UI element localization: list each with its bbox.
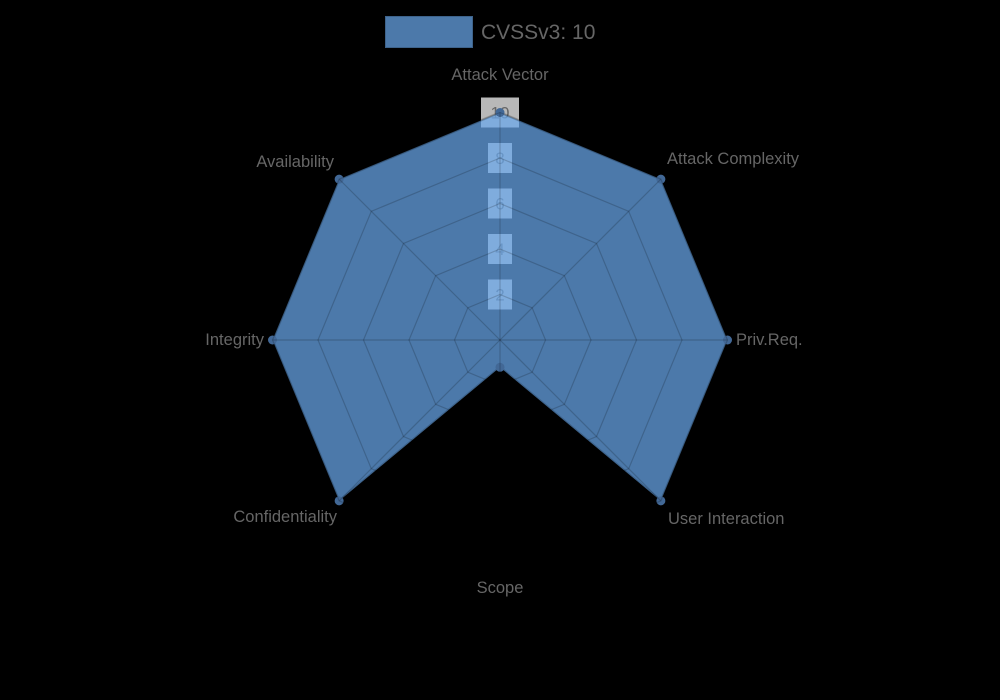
axis-label-scope: Scope — [477, 579, 524, 597]
grid-ring — [317, 157, 683, 523]
axis-label-attack-vector: Attack Vector — [451, 66, 549, 84]
data-point-user-interaction — [656, 496, 666, 506]
legend-swatch[interactable] — [384, 15, 474, 49]
grid-ring — [362, 202, 638, 478]
axis-label-attack-complexity: Attack Complexity — [667, 150, 800, 168]
axis-spoke — [338, 339, 501, 502]
data-point-attack-complexity — [656, 174, 666, 184]
grid-layer — [271, 111, 729, 569]
legend-label[interactable]: CVSSv3: 10 — [481, 21, 595, 44]
grid-ring — [408, 248, 592, 432]
data-point-attack-vector — [495, 108, 505, 117]
axis-label-integrity: Integrity — [205, 331, 264, 349]
axis-spoke — [499, 339, 662, 502]
grid-ring — [453, 293, 547, 387]
axis-label-user-interaction: User Interaction — [668, 510, 784, 528]
data-point-priv-req- — [723, 335, 732, 345]
axis-label-layer: Attack Vector Attack Complexity Priv.Req. U… — [205, 66, 802, 597]
axis-spoke — [338, 178, 501, 341]
data-point-confidentiality — [334, 496, 344, 506]
axis-label-availability: Availability — [256, 153, 334, 171]
axis-label-confidentiality: Confidentiality — [233, 508, 337, 526]
grid-ring — [271, 111, 729, 569]
data-point-availability — [334, 174, 344, 184]
data-point-integrity — [268, 335, 277, 345]
axis-label-priv-req-: Priv.Req. — [736, 331, 803, 349]
axis-spoke — [499, 178, 662, 341]
series-layer — [268, 108, 732, 506]
legend[interactable]: CVSSv3: 10 — [384, 15, 595, 49]
data-point-scope — [495, 362, 505, 372]
